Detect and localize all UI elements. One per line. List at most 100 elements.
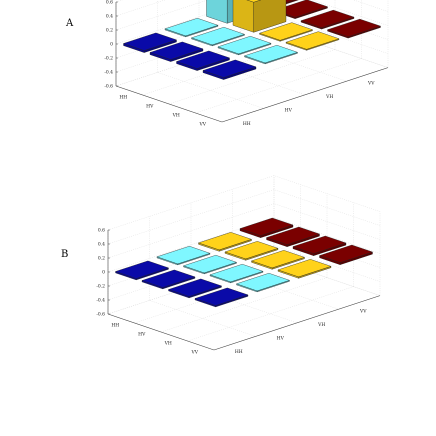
bar-side-face <box>232 0 254 33</box>
z-tick-label: -0.2 <box>96 284 105 290</box>
bar <box>141 269 196 290</box>
bar-top-face <box>246 0 261 3</box>
col-tick-label: HH <box>235 349 243 355</box>
bar <box>182 255 238 275</box>
z-tick-label: -0.4 <box>104 70 113 76</box>
bar-top-face <box>300 9 355 28</box>
row-axis-line <box>107 313 215 351</box>
row-tick-label: HH <box>119 95 127 101</box>
z-tick-label: 0.6 <box>98 228 105 234</box>
bar-top-face <box>224 241 279 260</box>
grid-line <box>240 45 347 82</box>
bar-top-face <box>273 0 329 18</box>
bar <box>194 287 249 308</box>
z-tick-label: -0.6 <box>96 312 105 318</box>
bar <box>300 9 355 30</box>
bar-top-face <box>318 244 374 263</box>
grid-line <box>168 49 336 105</box>
bar <box>202 59 257 80</box>
bar <box>149 41 204 62</box>
bar-top-face <box>209 264 264 283</box>
bar <box>285 31 340 51</box>
bar <box>224 241 279 261</box>
row-tick-label: VV <box>199 122 207 128</box>
z-tick-label: 0 <box>102 270 105 276</box>
panel-label: A <box>65 18 74 29</box>
bar <box>239 217 294 238</box>
grid-line <box>160 277 328 333</box>
bar-top-face <box>258 22 314 41</box>
col-tick-label: HH <box>243 121 251 127</box>
bar-top-face <box>114 260 170 279</box>
bar-top-face <box>285 31 340 50</box>
bar-top-face <box>243 45 299 64</box>
bar <box>156 246 211 266</box>
bar <box>243 45 299 65</box>
bar-top-face <box>292 235 347 254</box>
row-tick-label: HV <box>146 104 154 110</box>
grid-line <box>107 175 381 231</box>
grid-line <box>115 0 389 45</box>
bar <box>209 264 264 284</box>
z-tick-label: -0.4 <box>96 298 105 304</box>
bar-top-face <box>265 226 321 245</box>
grid-line <box>195 58 362 114</box>
z-tick-label: -0.2 <box>104 56 113 62</box>
z-tick-label: 0 <box>110 42 113 48</box>
grid-line <box>149 300 256 337</box>
col-axis-line <box>213 295 381 351</box>
bar-top-face <box>239 217 294 236</box>
z-tick-label: 0.2 <box>98 256 105 262</box>
bar-top-face <box>197 232 253 251</box>
bar <box>277 259 332 279</box>
bar <box>197 232 253 252</box>
bar <box>292 235 347 256</box>
bar-top-face <box>149 41 204 60</box>
bar <box>265 226 321 247</box>
bar-top-face <box>217 36 272 55</box>
bar <box>164 18 219 38</box>
grid-line <box>107 189 381 245</box>
grid-line <box>190 286 298 323</box>
row-tick-label: HH <box>111 323 119 329</box>
grid-line <box>273 259 381 296</box>
bar <box>167 278 223 299</box>
row-tick-label: HV <box>138 332 146 338</box>
panel-a: 0.6 0.4 0.2 0 -0.2 -0.4 -0.6 HH HV VH VV HH HV VH VV A <box>65 0 389 128</box>
bar-top-face <box>156 246 211 265</box>
bar <box>175 50 231 71</box>
bar-top-face <box>182 255 238 274</box>
col-tick-label: HV <box>285 108 293 114</box>
bar-top-face <box>167 278 223 297</box>
z-tick-label: 0.2 <box>106 28 113 34</box>
z-tick-label: 0.4 <box>98 242 105 248</box>
panel-label: B <box>61 249 68 260</box>
bar-top-face <box>175 50 231 69</box>
row-tick-label: VV <box>191 350 199 356</box>
bar <box>318 244 374 265</box>
bar <box>114 260 170 281</box>
bar <box>326 18 382 39</box>
bar <box>217 36 272 56</box>
row-tick-label: VH <box>172 113 180 119</box>
bar-top-face <box>194 287 249 306</box>
bar <box>258 22 314 42</box>
bar-top-face <box>202 59 257 78</box>
grid-line <box>157 72 264 109</box>
bar-top-face <box>122 32 178 51</box>
bar-top-face <box>164 18 219 37</box>
col-tick-label: VV <box>367 80 375 86</box>
bar-side-face <box>206 0 228 24</box>
bar <box>190 27 246 47</box>
panel-b: 0.6 0.4 0.2 0 -0.2 -0.4 -0.6 HH HV VH VV HH HV VH VV B <box>61 175 381 356</box>
z-tick-label: 0.6 <box>106 0 113 6</box>
bar-top-face <box>141 269 196 288</box>
grid-line <box>281 31 389 68</box>
bar <box>235 273 291 293</box>
col-tick-label: HV <box>277 336 285 342</box>
row-axis-line <box>115 85 223 123</box>
col-axis-line <box>221 67 389 123</box>
bar <box>232 0 287 33</box>
bar <box>250 250 306 270</box>
